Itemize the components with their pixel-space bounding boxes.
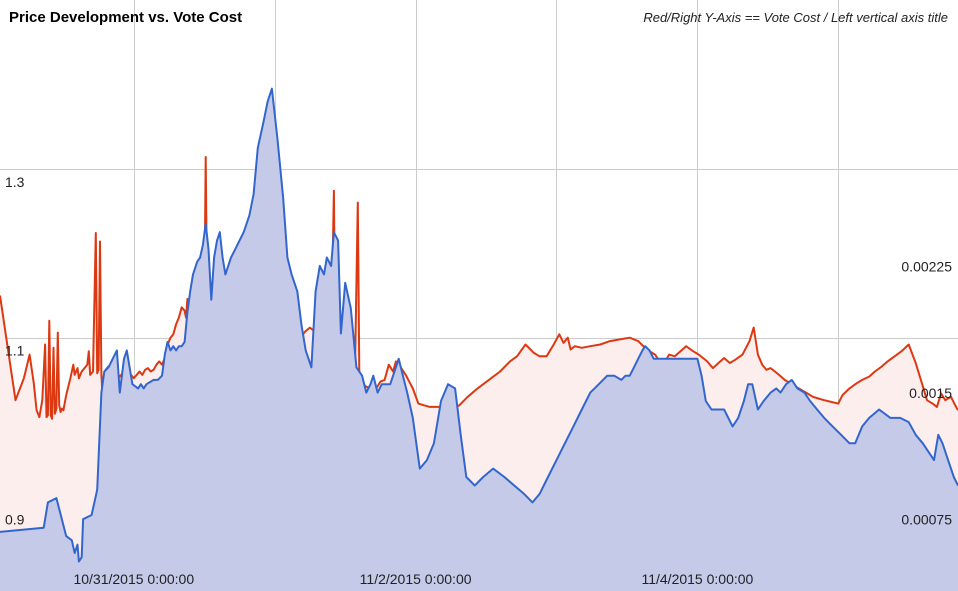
series-price: [0, 87, 958, 591]
chart-subtitle: Red/Right Y-Axis == Vote Cost / Left ver…: [643, 10, 948, 25]
price-area: [0, 88, 958, 591]
x-tick-label: 11/2/2015 0:00:00: [360, 571, 472, 587]
x-axis: 10/31/2015 0:00:00 11/2/2015 0:00:00 11/4/…: [73, 571, 753, 587]
right-axis: 0.00225 0.0015 0.00075: [901, 258, 952, 527]
left-axis: 1.3 1.1 0.9: [5, 174, 25, 528]
left-tick-label: 1.3: [5, 174, 25, 190]
left-tick-label: 1.1: [5, 343, 25, 359]
chart-title: Price Development vs. Vote Cost: [9, 9, 242, 26]
right-tick-label: 0.00225: [901, 258, 952, 274]
right-tick-label: 0.00075: [901, 512, 952, 528]
x-tick-label: 10/31/2015 0:00:00: [73, 571, 194, 587]
x-tick-label: 11/4/2015 0:00:00: [641, 571, 753, 587]
right-tick-label: 0.0015: [909, 385, 952, 401]
price-line: [0, 87, 958, 563]
left-tick-label: 0.9: [5, 512, 25, 528]
